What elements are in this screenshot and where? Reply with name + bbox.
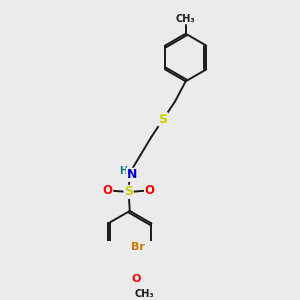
Text: N: N [127,168,137,181]
Text: O: O [103,184,112,197]
Text: O: O [145,184,154,197]
Text: CH₃: CH₃ [176,14,196,24]
Text: O: O [131,274,140,284]
Text: CH₃: CH₃ [134,289,154,299]
Text: S: S [159,113,168,126]
Text: S: S [124,185,133,198]
Text: H: H [119,166,127,176]
Text: Br: Br [131,242,145,252]
